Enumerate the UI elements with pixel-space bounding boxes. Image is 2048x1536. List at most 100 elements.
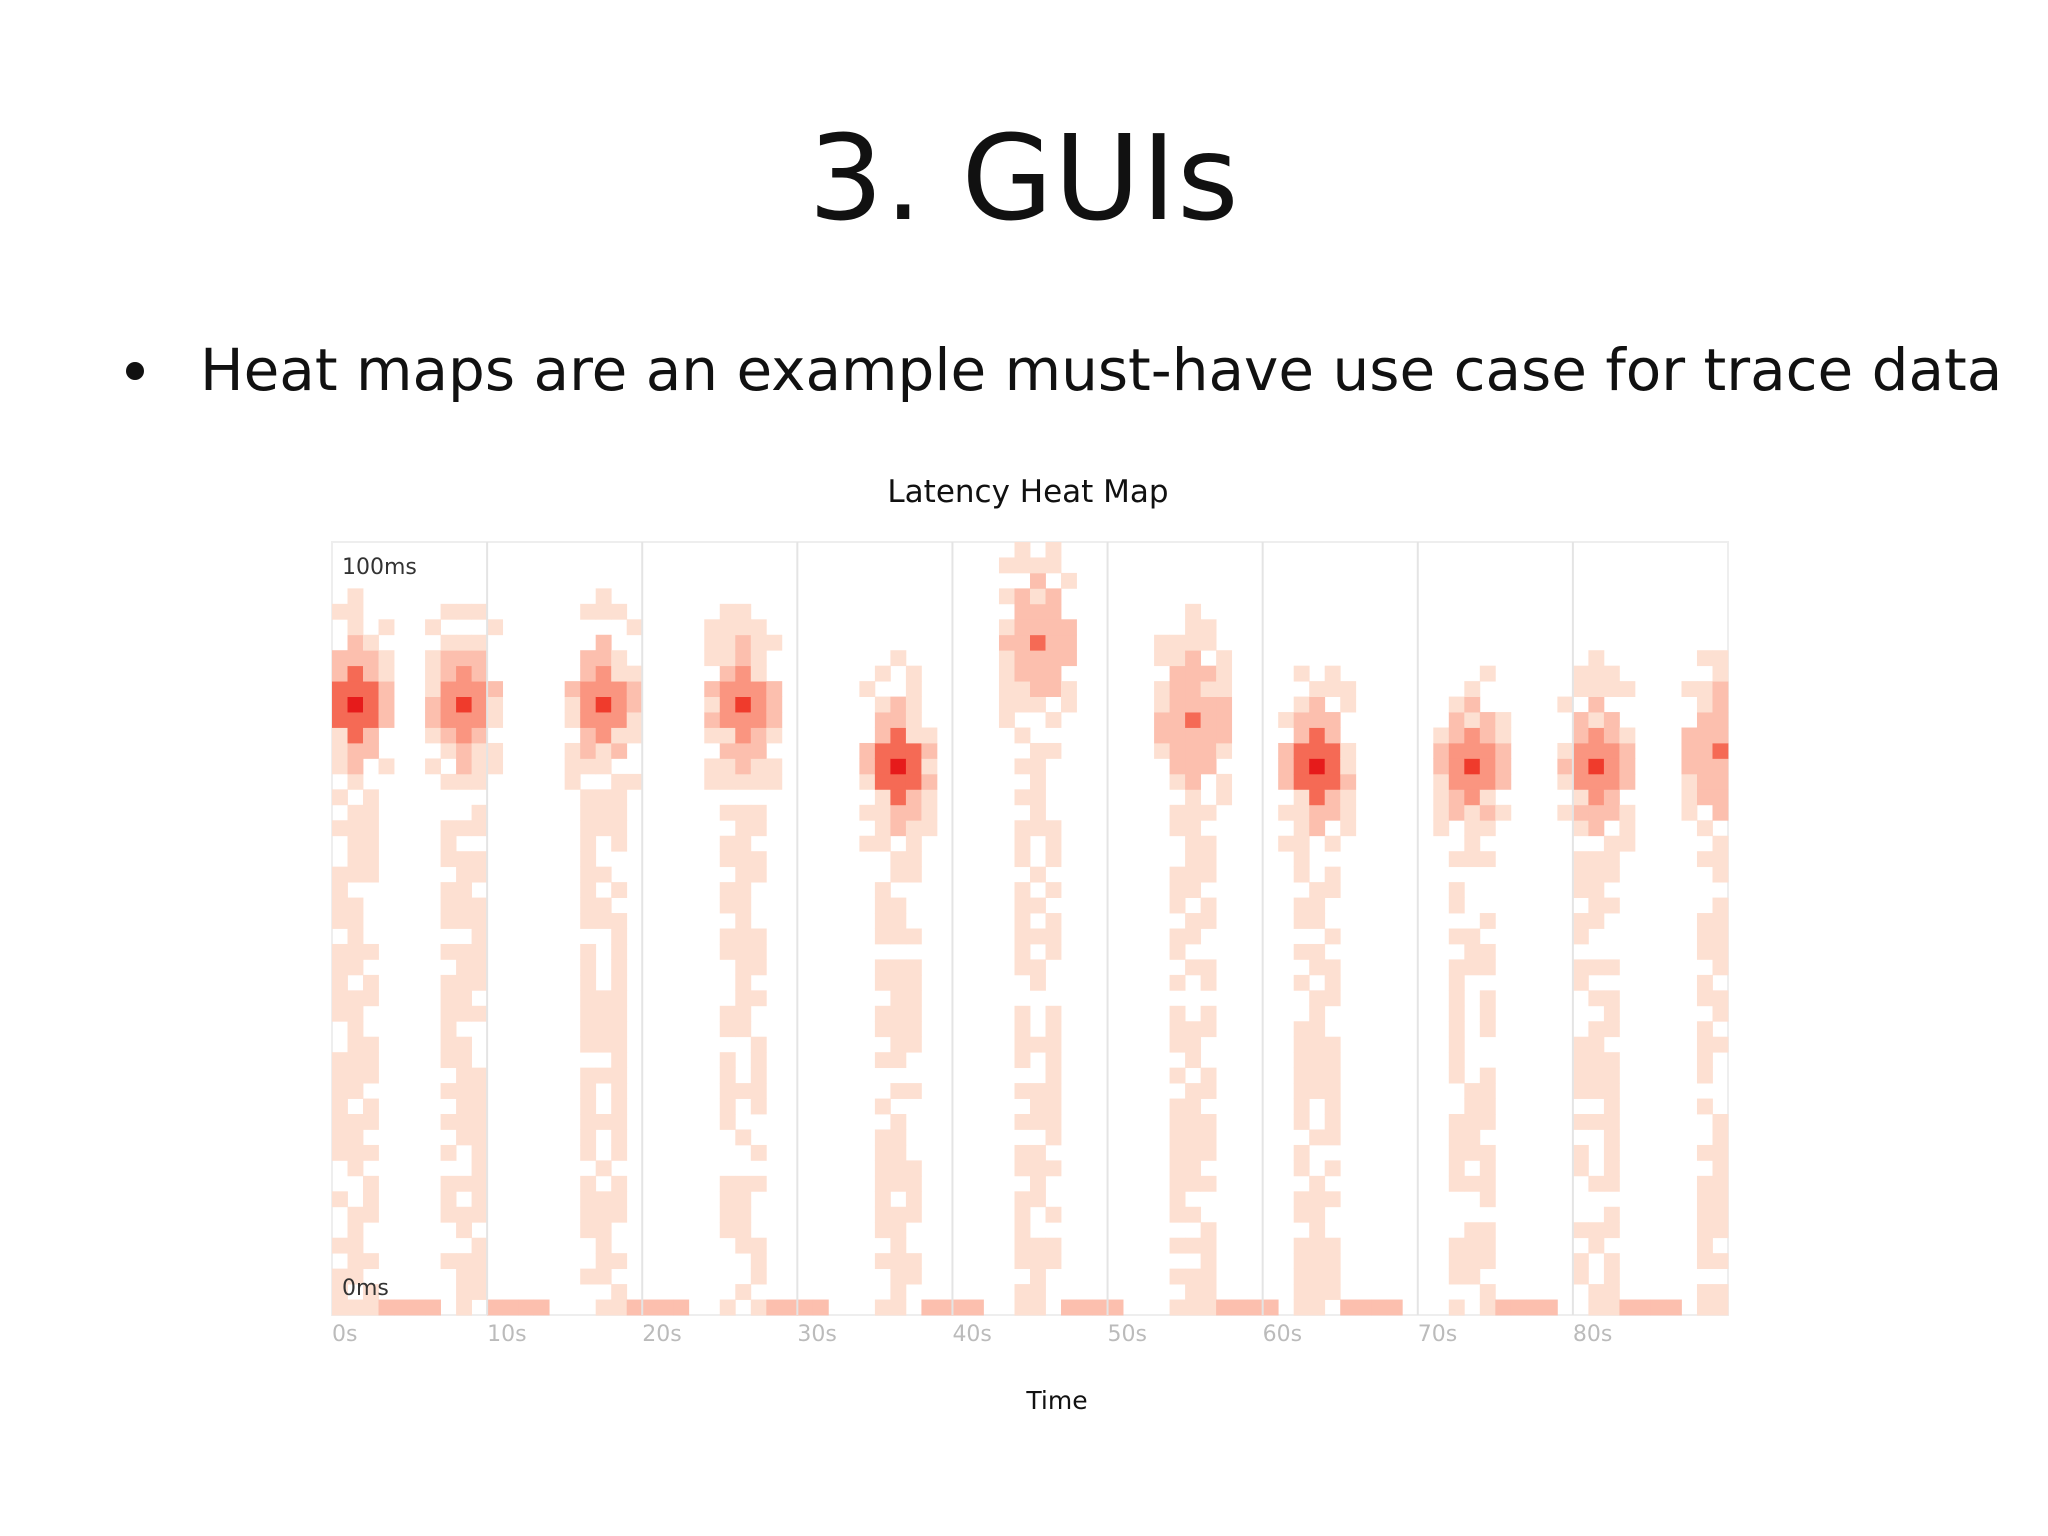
heatmap-cell — [1169, 1036, 1186, 1053]
heatmap-cell — [735, 619, 752, 636]
heatmap-cell — [735, 773, 752, 790]
heatmap-cell — [611, 681, 628, 697]
heatmap-cell — [580, 1222, 597, 1239]
heatmap-cell — [1588, 959, 1605, 976]
heatmap-cell — [1293, 1083, 1310, 1099]
heatmap-cell — [1572, 789, 1589, 806]
heatmap-cell — [347, 1222, 364, 1239]
heatmap-cell — [1309, 1052, 1326, 1069]
heatmap-cell — [1169, 742, 1186, 759]
heatmap-cell — [1200, 897, 1217, 914]
heatmap-cell — [1278, 712, 1295, 728]
heatmap-cell — [1588, 1284, 1605, 1300]
heatmap-cell — [890, 1036, 907, 1053]
heatmap-cell — [1045, 882, 1062, 898]
heatmap-cell — [440, 1253, 457, 1270]
heatmap-cell — [1324, 681, 1341, 697]
heatmap-cell — [347, 804, 364, 821]
heatmap-cell — [1479, 789, 1496, 806]
heatmap-cell — [1464, 1222, 1481, 1239]
heatmap-cell — [471, 1160, 488, 1177]
heatmap-cell — [471, 928, 488, 945]
heatmap-cell — [502, 1299, 519, 1316]
heatmap-cell — [1696, 913, 1713, 929]
heatmap-cell — [1014, 882, 1031, 898]
heatmap-cell — [1324, 1052, 1341, 1069]
heatmap-cell — [1293, 835, 1310, 852]
heatmap-cell — [1200, 619, 1217, 636]
heatmap-cell — [1340, 758, 1357, 775]
heatmap-cell — [1712, 990, 1729, 1007]
heatmap-cell — [347, 1237, 364, 1254]
heatmap-cell — [1324, 1114, 1341, 1130]
heatmap-cell — [1479, 758, 1496, 775]
heatmap-cell — [1696, 1284, 1713, 1300]
heatmap-cell — [1200, 1175, 1217, 1192]
heatmap-cell — [580, 1036, 597, 1053]
heatmap-cell — [1433, 773, 1450, 790]
heatmap-cell — [1324, 974, 1341, 991]
heatmap-cell — [704, 712, 721, 728]
heatmap-cell — [1045, 1067, 1062, 1084]
heatmap-cell — [1324, 727, 1341, 744]
heatmap-cell — [471, 1005, 488, 1022]
heatmap-cell — [766, 1299, 783, 1316]
heatmap-cell — [1030, 1036, 1046, 1053]
heatmap-cell — [1588, 789, 1605, 806]
heatmap-cell — [611, 1191, 628, 1208]
heatmap-cell — [719, 1098, 736, 1115]
heatmap-cell — [1014, 619, 1031, 636]
heatmap-cell — [719, 681, 736, 697]
heatmap-cell — [1588, 1036, 1605, 1053]
heatmap-cell — [1479, 727, 1496, 744]
bullet-item: Heat maps are an example must-have use c… — [118, 334, 2002, 406]
heatmap-cell — [1572, 1253, 1589, 1270]
heatmap-cell — [1696, 727, 1713, 744]
heatmap-cell — [1448, 1067, 1465, 1084]
heatmap-cell — [1340, 1299, 1357, 1316]
heatmap-cell — [1278, 773, 1295, 790]
heatmap-cell — [1464, 835, 1481, 852]
heatmap-cell — [487, 681, 504, 697]
heatmap-cell — [998, 696, 1015, 713]
heatmap-cell — [471, 974, 488, 991]
heatmap-cell — [440, 712, 457, 728]
heatmap-cell — [1712, 913, 1729, 929]
heatmap-cell — [456, 1253, 472, 1270]
heatmap-cell — [890, 1083, 907, 1099]
heatmap-cell — [1572, 866, 1589, 883]
heatmap-cell — [363, 1036, 379, 1053]
heatmap-cell — [1185, 758, 1202, 775]
heatmap-cell — [440, 1206, 457, 1223]
heatmap-cell — [890, 959, 907, 976]
heatmap-cell — [1045, 1098, 1062, 1115]
heatmap-cell — [1448, 1114, 1465, 1130]
heatmap-cell — [1309, 1067, 1326, 1084]
heatmap-cell — [1247, 1299, 1264, 1316]
heatmap-cell — [921, 758, 938, 775]
heatmap-cell — [363, 727, 379, 744]
heatmap-cell — [1061, 619, 1077, 636]
heatmap-cell — [487, 742, 504, 759]
heatmap-cell — [595, 603, 612, 620]
heatmap-cell — [1185, 1206, 1202, 1223]
heatmap-cell — [363, 696, 379, 713]
heatmap-cell — [347, 835, 364, 852]
heatmap-cell — [750, 1268, 767, 1285]
heatmap-cell — [750, 1299, 767, 1316]
heatmap-cell — [626, 1299, 643, 1316]
heatmap-cell — [1448, 1036, 1465, 1053]
heatmap-cell — [1200, 1021, 1217, 1038]
heatmap-cell — [1712, 1005, 1729, 1022]
heatmap-cell — [1169, 1021, 1186, 1038]
heatmap-cell — [1712, 773, 1729, 790]
heatmap-cell — [1588, 773, 1605, 790]
heatmap-cell — [611, 1129, 628, 1146]
heatmap-cell — [1588, 1114, 1605, 1130]
heatmap-cell — [471, 820, 488, 837]
heatmap-cell — [1603, 1021, 1620, 1038]
heatmap-cell — [874, 897, 891, 914]
heatmap-cell — [1464, 1237, 1481, 1254]
heatmap-cell — [735, 650, 752, 667]
heatmap-cell — [1433, 742, 1450, 759]
